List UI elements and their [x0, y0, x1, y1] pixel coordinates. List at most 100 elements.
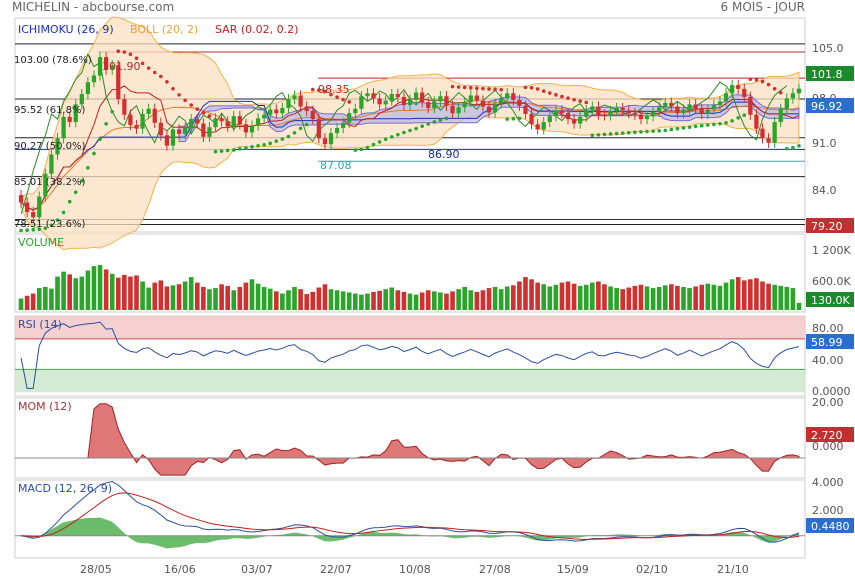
candle: [784, 98, 789, 109]
candle: [608, 110, 613, 116]
volume-bar: [608, 286, 613, 310]
volume-bar: [462, 286, 468, 310]
volume-bar: [547, 286, 553, 310]
candle: [517, 99, 522, 106]
sar-dot: [122, 50, 127, 54]
sar-dot: [25, 228, 29, 232]
sar-dot: [535, 87, 540, 91]
volume-bar: [304, 294, 309, 310]
volume-bar: [219, 284, 224, 310]
rsi-axis: 80.00 40.00 0.0000: [812, 322, 851, 398]
sar-dot: [396, 132, 400, 137]
volume-bar: [395, 290, 401, 310]
x-tick: 03/07: [241, 563, 273, 576]
tag-volume-text: 130.0K: [811, 294, 850, 307]
volume-bar: [626, 287, 632, 310]
volume-bar: [425, 290, 431, 310]
candle: [189, 119, 194, 128]
sar-dot: [219, 149, 224, 153]
candle: [67, 116, 72, 123]
sar-dot: [675, 126, 680, 131]
volume-bar: [468, 290, 474, 310]
period-label[interactable]: 6 MOIS - JOUR: [720, 0, 805, 14]
sar-dot: [244, 145, 248, 150]
candle: [37, 196, 42, 218]
rsi-tick: 80.00: [812, 322, 844, 335]
volume-bar: [73, 278, 79, 310]
candle: [675, 106, 680, 114]
candle: [657, 107, 662, 112]
candle: [91, 75, 97, 83]
volume-bar: [754, 278, 759, 310]
candle: [347, 113, 352, 123]
volume-bar: [243, 282, 249, 310]
sar-dot: [140, 61, 145, 66]
candle: [450, 105, 455, 114]
candle: [790, 93, 796, 99]
sar-dot: [529, 85, 534, 90]
candle: [79, 94, 84, 105]
tag-macd: [806, 518, 854, 533]
candle: [711, 105, 717, 110]
candle: [201, 123, 206, 137]
sar-dot: [778, 90, 783, 95]
fib-label-618: 95.52 (61.8%): [14, 105, 85, 116]
candle: [43, 173, 48, 197]
candle: [207, 127, 212, 137]
volume-bar: [85, 270, 91, 310]
candle: [468, 95, 473, 103]
sar-dot: [304, 122, 309, 127]
sar-dot: [438, 118, 443, 122]
kijun-line: [20, 100, 799, 211]
candle: [225, 121, 230, 127]
candle: [395, 94, 400, 97]
candle: [596, 106, 601, 115]
volume-bar: [249, 279, 255, 310]
candle: [438, 96, 443, 102]
volume-bar: [590, 282, 595, 310]
rsi-line: [20, 321, 800, 389]
sar-dot: [724, 120, 728, 125]
candle: [644, 116, 650, 120]
sar-dot: [329, 92, 333, 97]
volume-bar: [741, 280, 747, 310]
sar-dot: [292, 130, 297, 135]
candle: [365, 93, 370, 97]
sar-dot: [614, 131, 619, 136]
candle: [571, 119, 577, 124]
sar-dot: [359, 147, 364, 152]
candle: [632, 113, 637, 115]
volume-bar: [669, 284, 674, 310]
volume-bar: [486, 288, 492, 310]
candle: [31, 212, 36, 218]
mom-axis: 20.00 0.000: [812, 396, 844, 453]
volume-bar: [334, 290, 340, 310]
rsi-overbought-zone: [15, 316, 805, 339]
volume-bar: [371, 291, 376, 310]
sar-dot: [785, 146, 789, 151]
sar-dot: [699, 123, 704, 128]
x-axis: 28/05 16/06 03/07 22/07 10/08 27/08 15/0…: [80, 563, 749, 576]
volume-bar: [535, 282, 540, 310]
candle: [778, 108, 783, 123]
sar-dot: [444, 116, 449, 121]
sar-dot: [389, 135, 394, 139]
mom-series: [15, 403, 805, 476]
macd-signal-line: [21, 492, 800, 540]
sar-dot: [742, 113, 747, 118]
candle: [559, 110, 565, 114]
sar-dot: [268, 141, 273, 146]
sar-dot: [177, 93, 181, 97]
sar-dot: [523, 85, 528, 90]
candle: [334, 127, 340, 134]
volume-bar: [207, 289, 212, 310]
volume-bar: [140, 281, 145, 310]
chart-title: MICHELIN - abcbourse.com: [12, 0, 175, 14]
sar-dot: [61, 210, 66, 215]
volume-bar: [24, 295, 30, 310]
sar-dot: [250, 144, 254, 149]
volume-bar: [693, 286, 698, 310]
candle: [650, 111, 656, 117]
sar-dot: [86, 166, 90, 170]
volume-bar: [583, 284, 589, 310]
